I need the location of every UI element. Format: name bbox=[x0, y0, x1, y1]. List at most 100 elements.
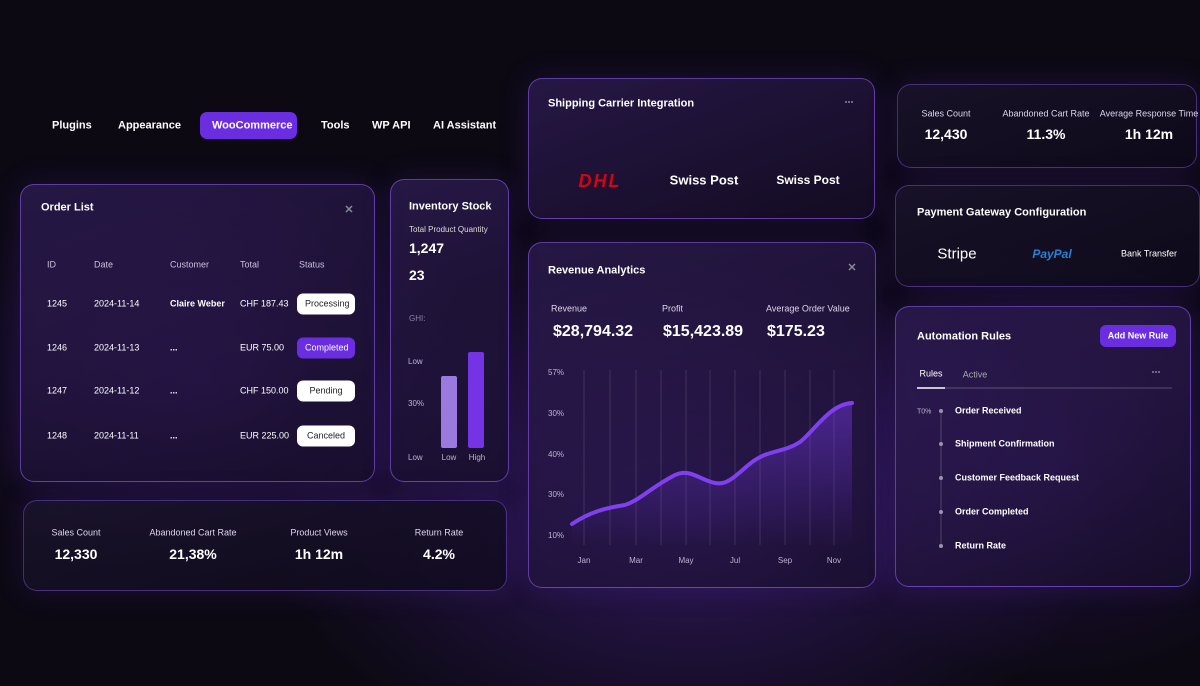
chart-line bbox=[570, 401, 854, 526]
cell: ... bbox=[170, 342, 178, 353]
carrier-logo: Swiss Post bbox=[776, 173, 840, 187]
metric-value: $15,423.89 bbox=[663, 323, 744, 340]
stat-label: Sales Count bbox=[921, 108, 971, 119]
bar-label: Low bbox=[441, 453, 457, 462]
value: 23 bbox=[409, 267, 425, 283]
tab[interactable]: Active bbox=[962, 369, 988, 380]
carrier-logo: Swiss Post bbox=[669, 172, 739, 188]
add-rule-button[interactable]: Add New Rule bbox=[1107, 330, 1169, 341]
rule-step: Order Received bbox=[955, 405, 1022, 416]
nav-item[interactable]: AI Assistant bbox=[433, 119, 497, 132]
button-bg bbox=[1100, 325, 1176, 347]
column-header: Status bbox=[299, 259, 325, 270]
metric-label: Revenue bbox=[551, 303, 588, 314]
metric-value: $175.23 bbox=[767, 323, 825, 340]
card-title: Automation Rules bbox=[917, 330, 1012, 343]
status-badge: Processing bbox=[297, 293, 355, 315]
carrier-logo: DHL bbox=[578, 171, 622, 191]
status-badge: Completed bbox=[297, 337, 355, 359]
chart-area bbox=[572, 403, 852, 545]
cell: 1246 bbox=[47, 342, 68, 353]
nav-item[interactable]: Tools bbox=[321, 119, 350, 132]
axis-label: 30% bbox=[548, 490, 565, 499]
stat-value: 1h 12m bbox=[294, 546, 344, 562]
metric-label: Profit bbox=[662, 303, 684, 314]
stat-label: Product Views bbox=[290, 527, 348, 538]
nav-item[interactable]: WP API bbox=[372, 119, 411, 132]
cell: Claire Weber bbox=[170, 298, 225, 309]
axis-label: 30% bbox=[408, 399, 425, 408]
month-label: Jan bbox=[577, 556, 591, 565]
cell: 2024-11-14 bbox=[94, 298, 140, 309]
card-title: Shipping Carrier Integration bbox=[548, 97, 695, 110]
close-icons bbox=[345, 205, 856, 271]
column-header: Total bbox=[240, 259, 260, 270]
card-title: Order List bbox=[41, 201, 94, 214]
cell: EUR 225.00 bbox=[240, 430, 290, 441]
stat-value: 4.2% bbox=[423, 546, 455, 562]
card-title: Payment Gateway Configuration bbox=[917, 206, 1087, 219]
stat-label: Average Response Time bbox=[1099, 108, 1199, 119]
inventory-bar bbox=[468, 352, 484, 448]
axis-label: 40% bbox=[548, 450, 565, 459]
automation-card bbox=[895, 306, 1191, 587]
rule-step: Customer Feedback Request bbox=[955, 472, 1080, 483]
more-icons bbox=[845, 101, 1160, 373]
cell: 1245 bbox=[47, 298, 68, 309]
gateway-logo: Bank Transfer bbox=[1120, 248, 1178, 259]
value: 1,247 bbox=[409, 240, 445, 256]
cell: 1247 bbox=[47, 385, 68, 396]
column-header: Date bbox=[94, 259, 114, 270]
stat-value: 21,38% bbox=[169, 546, 217, 562]
status-badge: Pending bbox=[297, 380, 355, 402]
month-label: Jul bbox=[729, 556, 741, 565]
tab[interactable]: Rules bbox=[919, 368, 943, 379]
column-header: ID bbox=[47, 259, 56, 270]
rule-step: Return Rate bbox=[955, 540, 1007, 551]
cell: EUR 75.00 bbox=[240, 342, 285, 353]
bar-label: High bbox=[468, 453, 486, 462]
card-title: Inventory Stock bbox=[409, 200, 492, 213]
cell: ... bbox=[170, 385, 178, 396]
metric-label: Average Order Value bbox=[766, 303, 850, 314]
stat-value: 12,430 bbox=[924, 126, 968, 142]
stat-label: Abandoned Cart Rate bbox=[1002, 108, 1090, 119]
payment-card bbox=[895, 185, 1200, 287]
month-label: Sep bbox=[777, 556, 793, 565]
timeline-dots bbox=[939, 409, 943, 548]
nav-active-bg bbox=[200, 112, 297, 139]
cell: 1248 bbox=[47, 430, 68, 441]
metric-value: $28,794.32 bbox=[553, 323, 634, 340]
month-label: Mar bbox=[629, 556, 643, 565]
stat-label: Return Rate bbox=[414, 527, 464, 538]
month-label: Nov bbox=[826, 556, 842, 565]
nav-item[interactable]: WooCommerce bbox=[212, 119, 293, 132]
gateway-logo: PayPal bbox=[1032, 247, 1072, 261]
stats-card bbox=[23, 500, 507, 591]
shipping-card bbox=[528, 78, 875, 219]
axis-label: 57% bbox=[548, 368, 565, 377]
rule-step: Shipment Confirmation bbox=[955, 438, 1055, 449]
axis-label: 30% bbox=[548, 409, 565, 418]
stat-value: 12,330 bbox=[54, 546, 98, 562]
nav-item[interactable]: Appearance bbox=[118, 119, 181, 132]
status-badge: Canceled bbox=[297, 425, 355, 447]
axis-label: 10% bbox=[548, 531, 565, 540]
stat-value: 1h 12m bbox=[1124, 126, 1174, 142]
nav-item[interactable]: Plugins bbox=[52, 119, 92, 132]
marker-label: T0% bbox=[917, 408, 932, 416]
column-header: Customer bbox=[170, 259, 210, 270]
axis-label: Low bbox=[408, 453, 423, 462]
cell: CHF 187.43 bbox=[240, 298, 289, 309]
stat-label: Sales Count bbox=[51, 527, 101, 538]
cell: 2024-11-12 bbox=[94, 385, 140, 396]
gateway-logo: Stripe bbox=[937, 245, 977, 263]
month-label: May bbox=[678, 556, 694, 565]
inventory-bar bbox=[441, 376, 457, 448]
stat-label: Abandoned Cart Rate bbox=[149, 527, 237, 538]
cell: 2024-11-13 bbox=[94, 342, 140, 353]
axis-label: Low bbox=[408, 357, 423, 366]
subtitle: Total Product Quantity bbox=[409, 225, 488, 234]
